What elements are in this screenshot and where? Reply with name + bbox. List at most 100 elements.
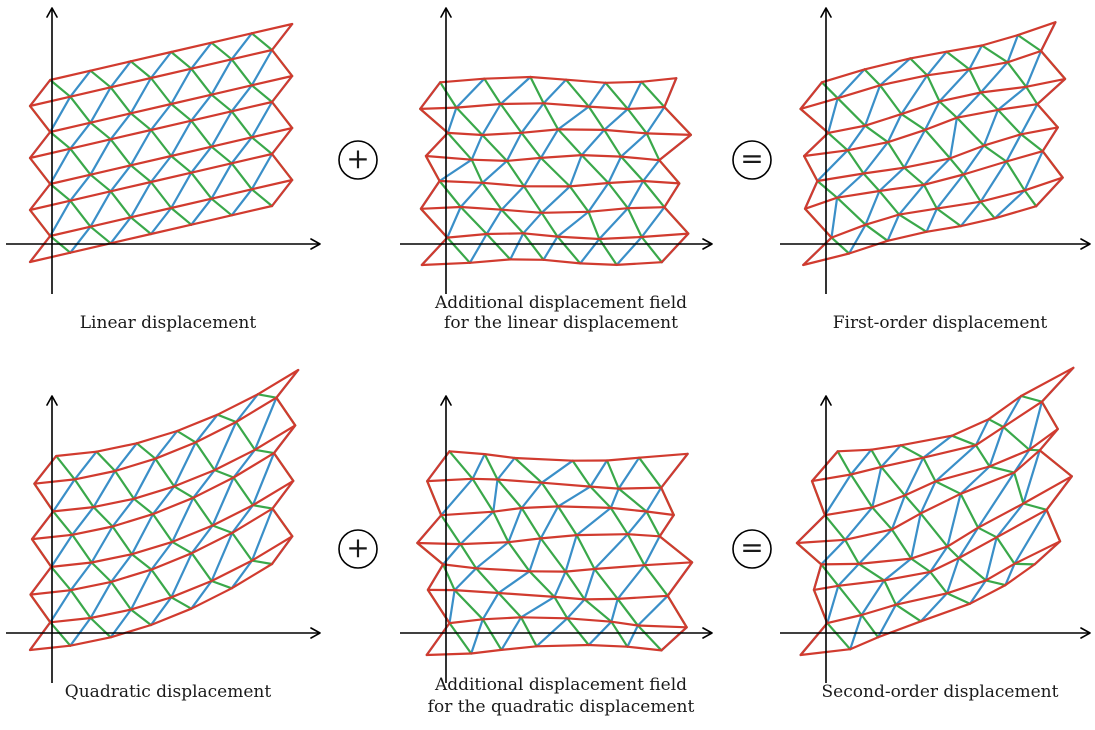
mesh-edge: [50, 80, 70, 97]
mesh-edge: [177, 431, 196, 442]
mesh-edge: [961, 494, 979, 528]
mesh-edge: [461, 183, 483, 207]
mesh-edge: [212, 199, 232, 216]
mesh-edge: [171, 69, 191, 104]
mesh-edge: [589, 107, 605, 130]
mesh-edge: [191, 69, 211, 95]
mesh-edge: [172, 542, 192, 553]
mesh-edge: [589, 107, 628, 109]
mesh-edge: [618, 565, 645, 599]
mesh-edge: [611, 508, 628, 534]
mesh-edge: [131, 182, 151, 217]
mesh-edge: [94, 471, 116, 507]
mesh-edge: [56, 452, 96, 456]
mesh-edge: [577, 508, 611, 535]
mesh-boundary: [664, 78, 676, 107]
mesh-edge: [1006, 162, 1024, 191]
mesh-edge: [1003, 427, 1029, 450]
mesh-edge: [905, 458, 923, 496]
mesh-edge: [923, 458, 935, 482]
mesh-boundary: [421, 209, 447, 238]
panel-quadratic: Quadratic displacement: [6, 370, 320, 702]
mesh-boundary: [272, 536, 292, 564]
mesh-boundary: [417, 543, 443, 564]
mesh-edge: [212, 111, 232, 146]
mesh-edge: [888, 142, 904, 168]
mesh-edge: [252, 561, 272, 564]
mesh-edge: [192, 533, 232, 553]
mesh-edge: [997, 504, 1024, 538]
mesh-edge: [455, 590, 483, 619]
mesh-edge: [131, 78, 151, 113]
mesh-edge: [212, 533, 233, 581]
mesh-edge: [215, 422, 237, 470]
mesh-edge: [515, 458, 542, 483]
mesh-edge: [191, 173, 211, 199]
mesh-edge: [212, 581, 232, 588]
mesh-edge: [192, 553, 212, 581]
mesh-edge: [542, 483, 558, 507]
mesh-edge: [542, 461, 573, 483]
mesh: [801, 22, 1066, 265]
mesh-edge: [590, 487, 610, 508]
mesh-edge: [940, 101, 957, 117]
mesh-edge: [493, 508, 521, 512]
mesh-edge: [570, 183, 609, 186]
mesh-edge: [901, 114, 925, 130]
mesh-edge: [499, 593, 555, 597]
mesh-edge: [570, 186, 589, 211]
mesh-boundary: [30, 158, 50, 184]
mesh-edge: [969, 69, 981, 92]
mesh-edge: [447, 234, 486, 238]
mesh-boundary: [1047, 510, 1061, 541]
mesh-edge: [879, 191, 899, 215]
mesh-edge: [440, 82, 456, 107]
mesh-edge: [502, 210, 524, 234]
mesh-edge: [493, 480, 497, 512]
mesh-edge: [566, 572, 585, 600]
mesh-edge: [50, 132, 70, 149]
mesh-edge: [111, 625, 151, 637]
mesh-edge: [838, 586, 861, 615]
mesh-edge: [828, 98, 838, 133]
mesh-edge: [426, 156, 472, 160]
mesh-edge: [604, 130, 646, 134]
mesh-edge: [589, 645, 628, 647]
mesh-edge: [115, 471, 134, 499]
mesh-edge: [595, 565, 645, 569]
mesh-edge: [191, 588, 231, 608]
mesh: [797, 368, 1074, 655]
mesh-edge: [638, 626, 662, 651]
mesh-edge: [171, 208, 191, 225]
mesh-edge: [521, 617, 537, 646]
mesh-edge: [881, 467, 905, 496]
mesh-boundary: [30, 567, 51, 595]
mesh-edge: [483, 593, 499, 619]
mesh-edge: [628, 208, 642, 237]
mesh-edge: [31, 590, 71, 594]
mesh-boundary: [34, 484, 53, 512]
mesh-edge: [53, 511, 72, 534]
mesh-edge: [91, 175, 111, 192]
mesh-edge: [848, 150, 864, 173]
mesh-edge: [647, 107, 665, 133]
mesh-edge: [884, 580, 896, 604]
mesh-boundary: [32, 511, 53, 539]
mesh-edge: [628, 109, 647, 133]
mesh-boundary: [805, 209, 831, 238]
mesh-edge: [950, 158, 963, 174]
mesh-boundary: [428, 564, 443, 589]
mesh-edge: [498, 480, 542, 483]
mesh-edge: [171, 156, 191, 173]
mesh-edge: [611, 622, 627, 647]
mesh-edge: [638, 596, 668, 626]
mesh-edge: [461, 207, 502, 210]
mesh-boundary: [812, 481, 825, 515]
mesh-edge: [544, 80, 566, 104]
mesh-edge: [982, 35, 1018, 45]
mesh-edge: [911, 513, 921, 558]
mesh-edge: [91, 87, 111, 122]
